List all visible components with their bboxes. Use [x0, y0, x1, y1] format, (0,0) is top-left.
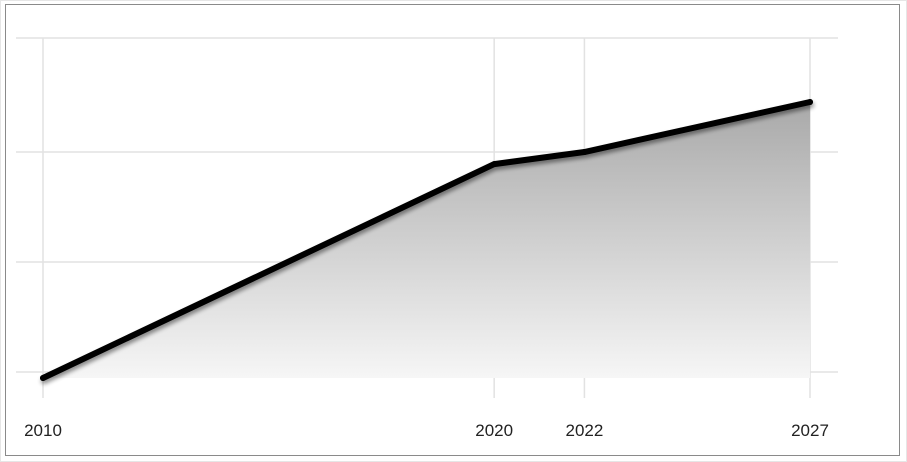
x-tick-label: 2020	[475, 421, 513, 440]
x-tick-label: 2010	[24, 421, 62, 440]
x-tick-label: 2022	[565, 421, 603, 440]
data-point-2010	[40, 375, 46, 381]
x-axis-ticks: 2010 2020 2022 2027	[24, 421, 829, 440]
area-layer	[43, 102, 810, 378]
data-point-2022	[581, 149, 588, 156]
area-fill	[43, 102, 810, 378]
data-point-2020	[491, 161, 498, 168]
data-point-2027	[807, 99, 813, 105]
line-layer	[40, 99, 813, 381]
x-tick-label: 2027	[791, 421, 829, 440]
series-line	[40, 99, 813, 381]
